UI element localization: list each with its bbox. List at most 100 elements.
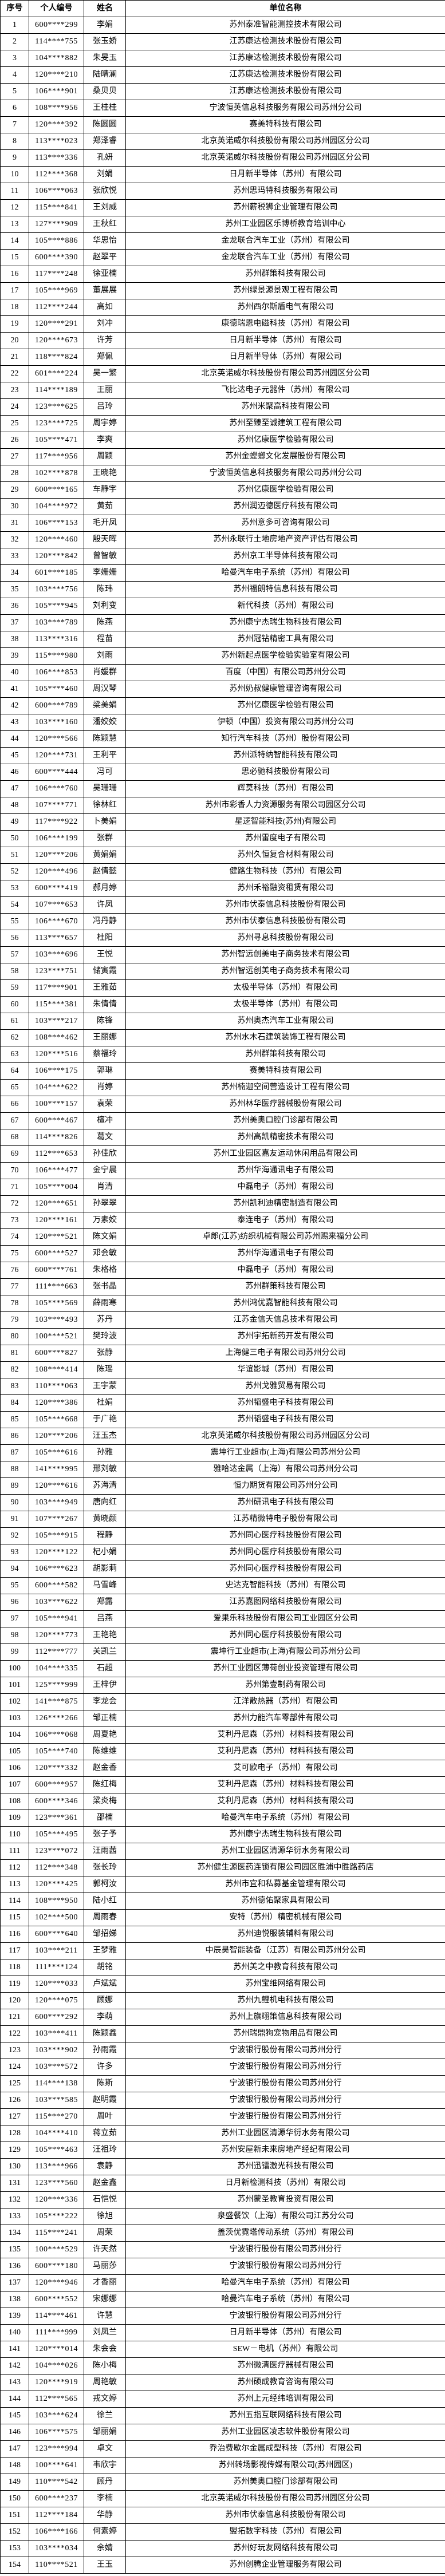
person-name-cell: 王晓艳 [84,465,126,482]
personal-id-cell: 110****521 [29,2557,84,2574]
personal-id-cell: 120****425 [29,1876,84,1893]
table-row: 34 601****185 李姗姗 哈曼汽车电子系统（苏州）有限公司 [0,564,445,582]
person-name-cell: 汪祖玲 [84,2142,126,2159]
company-name-cell: 知行汽车科技（苏州）股份有限公司 [125,730,445,748]
personal-id-cell: 115****270 [29,2108,84,2125]
row-index-cell: 130 [0,2158,29,2175]
table-row: 26 105****471 李爽 苏州亿康医学检验有限公司 [0,432,445,449]
company-name-cell: 伊顿（中国）投资有限公司苏州分公司 [125,714,445,731]
person-name-cell: 黄娟娟 [84,847,126,864]
table-row: 142 104****026 陈小梅 苏州微清医疗器械有限公司 [0,2357,445,2374]
header-personal-id: 个人编号 [29,0,84,17]
person-name-cell: 吴一繁 [84,365,126,382]
table-row: 138 600****552 宋娜娜 哈曼汽车电子系统（苏州）有限公司 [0,2291,445,2308]
row-index-cell: 116 [0,1926,29,1943]
table-row: 81 600****827 张静 上海健三电子有限公司苏州分公司 [0,1345,445,1362]
personal-id-cell: 113****336 [29,149,84,167]
row-index-cell: 132 [0,2191,29,2208]
row-index-cell: 126 [0,2092,29,2109]
company-name-cell: 苏州金螳螂文化发展股份有限公司 [125,448,445,465]
table-row: 88 141****995 邢刘敏 雅哈达金属（上海）有限公司苏州分公司 [0,1461,445,1478]
table-row: 60 115****381 朱倩倩 太极半导体（苏州）有限公司 [0,996,445,1013]
row-index-cell: 82 [0,1361,29,1378]
person-name-cell: 王梦雅 [84,1942,126,1959]
row-index-cell: 136 [0,2258,29,2275]
company-name-cell: 北京英诺威尔科技股份有限公司苏州园区分公司 [125,2490,445,2507]
personal-id-cell: 120****521 [29,1228,84,1246]
table-row: 108 600****346 梁炎梅 艾利丹尼森（苏州）材料科技有限公司 [0,1793,445,1810]
personal-id-cell: 102****500 [29,1909,84,1926]
person-name-cell: 孙雨霞 [84,2042,126,2059]
row-index-cell: 3 [0,50,29,67]
person-name-cell: 顾丹 [84,2474,126,2491]
row-index-cell: 84 [0,1394,29,1412]
personal-id-cell: 105****945 [29,598,84,615]
company-name-cell: 苏州瑞鼎狗宠物用品有限公司 [125,2025,445,2042]
person-name-cell: 王桂桂 [84,100,126,117]
person-name-cell: 卓文 [84,2440,126,2458]
person-name-cell: 孙佳欣 [84,1145,126,1163]
row-index-cell: 129 [0,2142,29,2159]
personal-id-cell: 123****361 [29,1809,84,1827]
company-name-cell: 哈曼汽车电子系统（苏州）有限公司 [125,564,445,582]
company-name-cell: 苏州凯利迪精密制造有限公司 [125,1195,445,1212]
personal-id-cell: 118****824 [29,349,84,366]
table-row: 102 141****875 李龙会 江洋散热器（苏州）有限公司 [0,1693,445,1710]
row-index-cell: 33 [0,548,29,565]
personal-id-cell: 108****950 [29,1893,84,1910]
person-name-cell: 张欣悦 [84,183,126,200]
table-row: 143 120****919 周艳敏 苏州硕成教育咨询有限公司 [0,2374,445,2391]
person-name-cell: 关凯兰 [84,1643,126,1661]
table-row: 10 112****368 刘娟 日月新半导体（苏州）有限公司 [0,166,445,183]
row-index-cell: 151 [0,2507,29,2524]
personal-id-cell: 106****199 [29,830,84,847]
row-index-cell: 140 [0,2324,29,2341]
table-row: 5 106****901 桑贝贝 江苏康达检测技术股份有限公司 [0,83,445,100]
company-name-cell: 苏州戈雅贸易有限公司 [125,1378,445,1395]
person-name-cell: 朱倩倩 [84,996,126,1013]
personal-id-cell: 601****224 [29,365,84,382]
company-name-cell: 金龙联合汽车工业（苏州）有限公司 [125,249,445,266]
company-name-cell: 苏州转场影视传媒有限公司(苏州园区) [125,2457,445,2474]
company-name-cell: 日月新半导体（苏州）有限公司 [125,2324,445,2341]
personal-id-cell: 103****949 [29,1494,84,1511]
person-name-cell: 冯丹静 [84,913,126,930]
personal-id-cell: 113****316 [29,631,84,648]
company-name-cell: 苏州群策科技有限公司 [125,1046,445,1063]
person-name-cell: 王玉 [84,2557,126,2574]
personal-id-cell: 120****616 [29,1477,84,1495]
person-name-cell: 袁荣 [84,1096,126,1113]
personal-id-cell: 120****332 [29,1760,84,1777]
personal-id-cell: 600****165 [29,481,84,499]
personal-id-cell: 112****244 [29,299,84,316]
personal-id-cell: 123****994 [29,2440,84,2458]
person-name-cell: 邓会敏 [84,1245,126,1262]
table-row: 86 120****206 汪玉杰 北京英诺威尔科技股份有限公司苏州园区分公司 [0,1428,445,1445]
company-name-cell: 苏州美奥口腔门诊部有限公司 [125,1112,445,1129]
table-row: 98 120****773 王艳艳 苏州同心医疗科技股份有限公司 [0,1627,445,1644]
table-row: 90 103****949 唐向红 苏州研讯电子科技有限公司 [0,1494,445,1511]
company-name-cell: 日月新检测科技（苏州）有限公司 [125,2175,445,2192]
personal-id-cell: 110****542 [29,2474,84,2491]
personal-id-cell: 120****460 [29,531,84,548]
row-index-cell: 17 [0,282,29,299]
table-row: 103 126****266 邹正楠 苏州力能汽车零部件有限公司 [0,1710,445,1727]
person-name-cell: 周汉琴 [84,681,126,698]
table-row: 145 103****624 徐兰 苏州五指互联网络科技有限公司 [0,2407,445,2424]
row-index-cell: 14 [0,232,29,250]
row-index-cell: 78 [0,1295,29,1312]
person-name-cell: 陈小梅 [84,2357,126,2374]
person-name-cell: 许天然 [84,2241,126,2258]
personal-id-cell: 123****560 [29,2175,84,2192]
company-name-cell: 宁波银行股份有限公司苏州分行 [125,2258,445,2275]
person-name-cell: 朱旻玉 [84,50,126,67]
row-index-cell: 2 [0,33,29,50]
person-name-cell: 陈锋 [84,1013,126,1030]
personal-id-cell: 123****751 [29,963,84,980]
person-name-cell: 李楠 [84,2490,126,2507]
person-name-cell: 王刘威 [84,199,126,216]
company-name-cell: 宁波银行股份有限公司苏州分行 [125,2075,445,2092]
person-name-cell: 卜美娟 [84,813,126,831]
table-row: 144 112****565 戎文婷 苏州上元经纬培训有限公司 [0,2391,445,2408]
table-row: 111 123****072 汪雨茜 苏州工业园区清源华衍水务有限公司 [0,1843,445,1860]
